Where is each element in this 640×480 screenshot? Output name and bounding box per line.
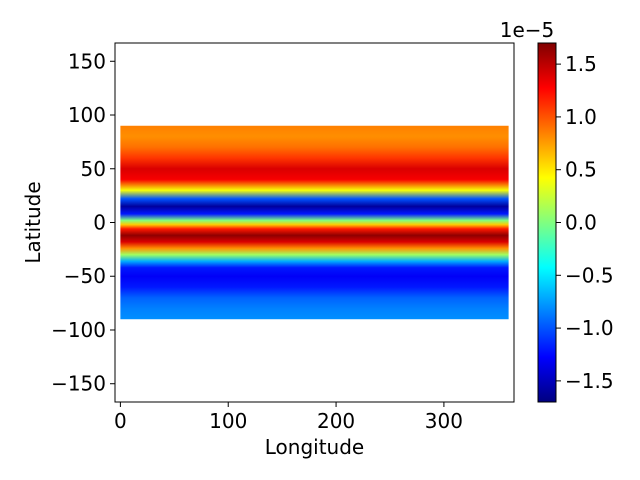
x-tick-label: 300 [425,409,463,433]
heatmap-field [120,125,509,320]
colorbar-tick-label: 0.0 [565,211,597,235]
colorbar-tick-label: −0.5 [565,263,614,287]
y-tick-label: 50 [81,157,106,181]
y-tick-label: −150 [51,372,106,396]
x-axis-ticks: 0 100 200 300 [114,402,463,433]
y-tick-label: −100 [51,318,106,342]
x-tick-label: 100 [209,409,247,433]
colorbar-scale-label: 1e−5 [500,18,555,42]
colorbar-tick-label: 1.5 [565,52,597,76]
y-axis-ticks: 150 100 50 0 −50 −100 −150 [51,49,115,396]
x-tick-label: 200 [317,409,355,433]
colorbar-gradient [538,43,556,402]
y-tick-label: 100 [68,103,106,127]
colorbar-ticks: 1.5 1.0 0.5 0.0 −0.5 −1.0 −1.5 [556,52,614,393]
colorbar: 1.5 1.0 0.5 0.0 −0.5 −1.0 −1.5 1e−5 [500,18,614,403]
plot-area [114,42,515,403]
colorbar-tick-label: −1.5 [565,369,614,393]
y-tick-label: −50 [64,264,106,288]
y-axis-label: Latitude [21,181,45,263]
y-tick-label: 0 [93,211,106,235]
colorbar-tick-label: −1.0 [565,316,614,340]
y-tick-label: 150 [68,49,106,73]
x-tick-label: 0 [114,409,127,433]
x-axis-label: Longitude [265,435,364,459]
colorbar-tick-label: 0.5 [565,158,597,182]
colorbar-tick-label: 1.0 [565,105,597,129]
